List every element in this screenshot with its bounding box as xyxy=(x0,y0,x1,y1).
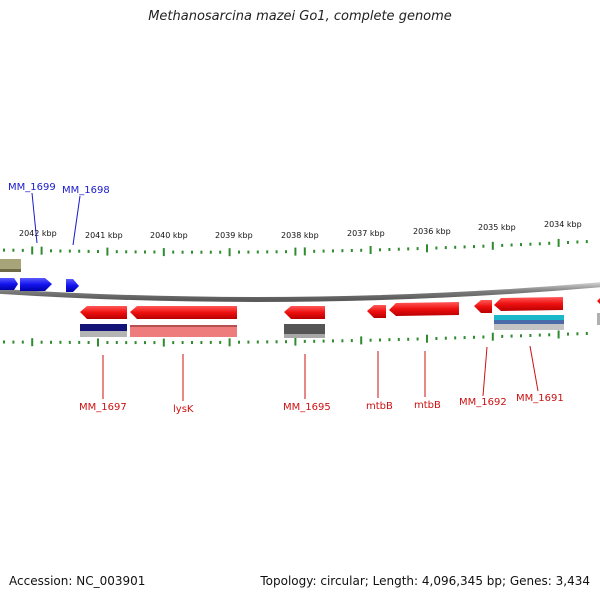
accession-text: Accession: NC_003901 xyxy=(9,574,146,588)
gene-mm1692-arrow[interactable] xyxy=(474,300,492,313)
gene-label-mm1699[interactable]: MM_1699 xyxy=(8,182,56,193)
gene-mtbb-arrow-1[interactable] xyxy=(367,305,386,318)
kbp-label-2038: 2038 kbp xyxy=(281,231,319,240)
kbp-label-2040: 2040 kbp xyxy=(150,231,188,240)
feature-mm1697-grey xyxy=(80,331,127,337)
forward-feature-olive[interactable] xyxy=(0,259,21,272)
gene-edge-arrow[interactable] xyxy=(597,295,600,307)
kbp-label-2037: 2037 kbp xyxy=(347,229,385,238)
forward-scale-ticks xyxy=(3,238,588,257)
reverse-leader-lines xyxy=(102,345,539,401)
kbp-label-2034: 2034 kbp xyxy=(544,220,582,229)
feature-mm1697-navy[interactable] xyxy=(80,324,127,331)
feature-mm1691-grey xyxy=(494,324,564,330)
gene-mm1695-arrow[interactable] xyxy=(284,306,325,319)
feature-lysk-pink-shade xyxy=(130,325,237,327)
kbp-label-2041: 2041 kbp xyxy=(85,231,123,240)
gene-label-mm1698[interactable]: MM_1698 xyxy=(62,185,110,196)
genome-backbone xyxy=(0,282,600,302)
gene-label-mm1692[interactable]: MM_1692 xyxy=(459,397,507,408)
feature-edge-grey xyxy=(597,313,600,325)
gene-mm1698-arrow[interactable] xyxy=(66,279,79,292)
kbp-label-2039: 2039 kbp xyxy=(215,231,253,240)
kbp-label-2042: 2042 kbp xyxy=(19,229,57,238)
genome-summary-text: Topology: circular; Length: 4,096,345 bp… xyxy=(260,574,590,588)
forward-leader-lines xyxy=(31,192,81,246)
gene-label-mm1691[interactable]: MM_1691 xyxy=(516,393,564,404)
gene-mm1691-arrow[interactable] xyxy=(494,297,563,311)
gene-label-mm1695[interactable]: MM_1695 xyxy=(283,402,331,413)
gene-mtbb-arrow-2[interactable] xyxy=(389,302,459,316)
kbp-label-2035: 2035 kbp xyxy=(478,223,516,232)
forward-feature-olive-shade xyxy=(0,269,21,272)
feature-mm1691-blue xyxy=(494,320,564,324)
gene-lysk-arrow[interactable] xyxy=(130,306,237,319)
gene-label-mtbb-2[interactable]: mtbB xyxy=(414,400,441,411)
kbp-label-2036: 2036 kbp xyxy=(413,227,451,236)
reverse-scale-ticks xyxy=(3,330,588,347)
feature-lysk-pink[interactable] xyxy=(130,325,237,337)
gene-label-mm1697[interactable]: MM_1697 xyxy=(79,402,127,413)
gene-label-lysk[interactable]: lysK xyxy=(173,404,194,415)
feature-mm1695-grey[interactable] xyxy=(284,324,325,334)
feature-mm1691-cyan[interactable] xyxy=(494,315,564,320)
feature-mm1695-grey-light xyxy=(284,334,325,338)
gene-mm1699-arrow[interactable] xyxy=(0,278,18,290)
gene-mm1697-arrow[interactable] xyxy=(80,306,127,319)
map-title: Methanosarcina mazei Go1, complete genom… xyxy=(148,9,452,24)
gene-label-mtbb-1[interactable]: mtbB xyxy=(366,401,393,412)
gene-blue-arrow-2[interactable] xyxy=(20,278,52,291)
